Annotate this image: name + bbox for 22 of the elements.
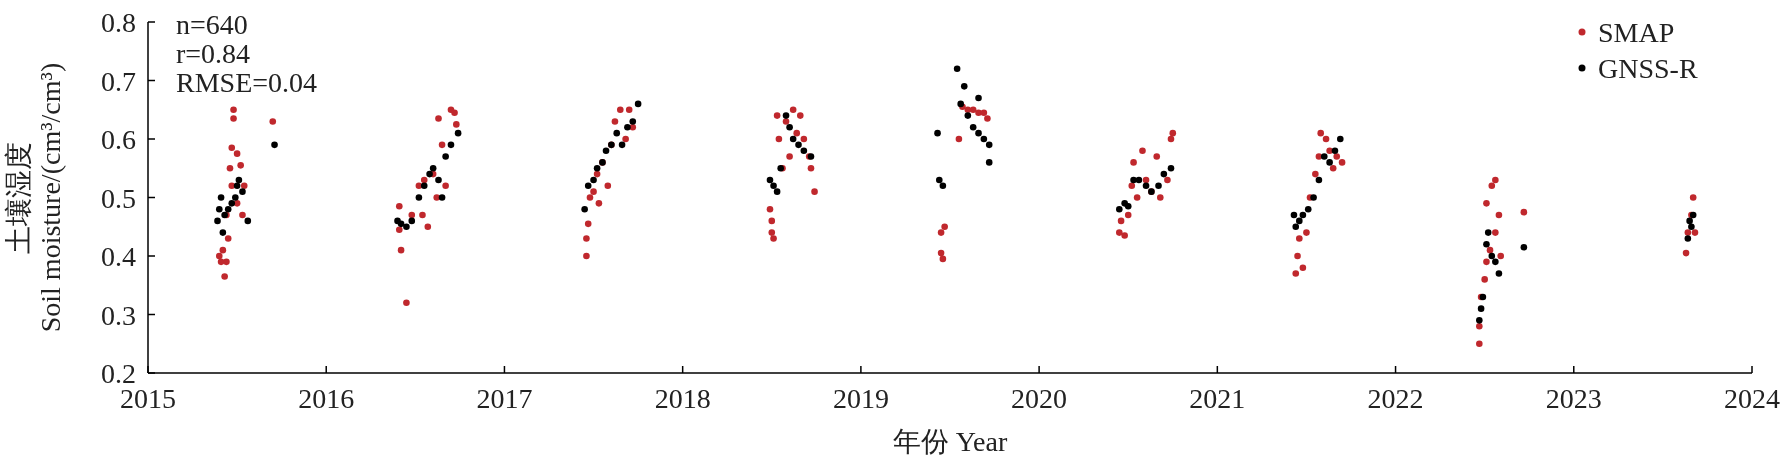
legend-label: SMAP (1598, 17, 1675, 48)
x-tick-label: 2022 (1367, 383, 1424, 414)
x-tick-label: 2016 (298, 383, 355, 414)
x-tick-label: 2018 (654, 383, 711, 414)
annotation: r=0.84 (176, 38, 251, 69)
x-tick-label: 2019 (832, 383, 889, 414)
y-tick-label: 0.8 (101, 7, 136, 38)
x-axis-title: 年份 Year (892, 426, 1008, 457)
annotation: n=640 (176, 9, 248, 40)
x-tick-label: 2021 (1189, 383, 1246, 414)
y-tick-label: 0.6 (101, 124, 136, 155)
legend-label: GNSS-R (1598, 53, 1698, 84)
x-tick-label: 2020 (1011, 383, 1068, 414)
annotation: RMSE=0.04 (176, 67, 318, 98)
y-tick-label: 0.4 (101, 241, 136, 272)
x-tick-label: 2017 (476, 383, 533, 414)
y-tick-label: 0.3 (101, 299, 136, 331)
y-axis-title: 土壤湿度 Soil moisture/(cm³/cm³) (3, 62, 66, 333)
x-tick-label: 2024 (1724, 383, 1780, 414)
y-tick-label: 0.7 (101, 65, 136, 97)
y-tick-label: 0.5 (101, 182, 136, 214)
x-tick-label: 2023 (1545, 383, 1602, 414)
